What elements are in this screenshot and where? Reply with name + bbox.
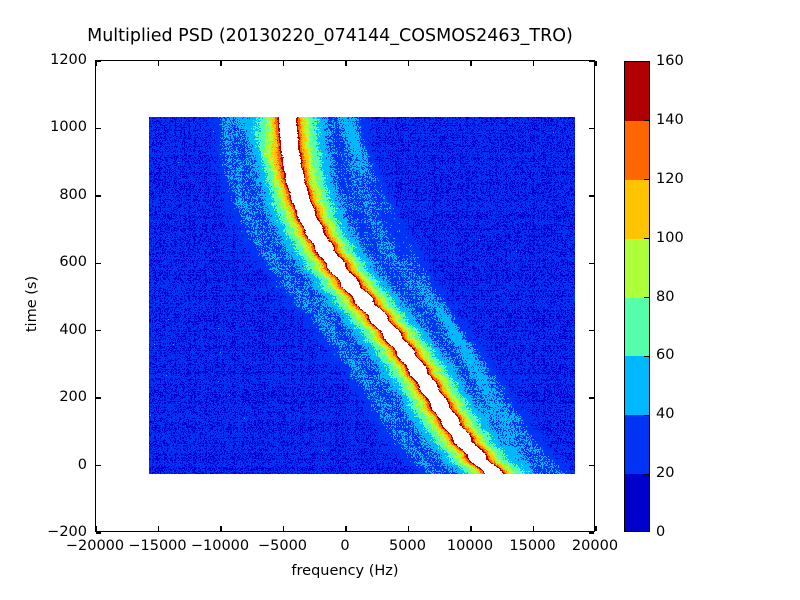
page-title: Multiplied PSD (20130220_074144_COSMOS24…	[87, 26, 573, 46]
y-tick-right	[589, 195, 594, 197]
colorbar-band	[625, 179, 649, 239]
x-tick-top	[220, 61, 222, 66]
y-tick	[96, 195, 101, 197]
colorbar-tick	[644, 296, 649, 299]
y-tick-label: 800	[59, 186, 87, 203]
x-tick	[345, 526, 347, 531]
colorbar-band	[625, 120, 649, 180]
y-tick-right	[589, 262, 594, 264]
colorbar-tick	[644, 414, 649, 416]
spectrogram-image	[149, 117, 575, 474]
x-tick	[407, 526, 410, 531]
x-tick-top	[470, 61, 472, 66]
y-tick-label: 200	[59, 389, 87, 406]
y-tick	[96, 262, 101, 264]
y-tick-right	[589, 532, 594, 534]
colorbar-tick-label: 100	[656, 229, 684, 246]
x-axis-title: frequency (Hz)	[291, 563, 399, 579]
x-tick-label: 15000	[509, 538, 556, 554]
colorbar-band	[625, 62, 649, 121]
spectrogram-canvas	[149, 117, 575, 474]
x-tick	[470, 526, 472, 531]
x-tick-label: −5000	[257, 538, 308, 554]
y-tick	[96, 532, 101, 534]
colorbar-tick-label: 40	[656, 406, 675, 423]
colorbar-band	[625, 415, 649, 475]
colorbar-tick-label: 140	[656, 111, 684, 128]
colorbar-band	[625, 238, 649, 298]
colorbar-tick	[644, 179, 649, 181]
x-tick-top	[532, 61, 535, 66]
y-tick	[96, 397, 101, 399]
y-tick	[96, 127, 101, 130]
y-tick	[96, 330, 101, 332]
colorbar-band	[625, 297, 649, 357]
x-tick-top	[282, 61, 285, 66]
colorbar-band	[625, 356, 649, 416]
y-tick-label: 1000	[50, 119, 87, 136]
x-tick-top	[95, 61, 97, 66]
x-tick-top	[345, 61, 347, 66]
colorbar-tick-label: 60	[656, 347, 675, 364]
x-tick-label: 5000	[389, 538, 426, 554]
x-tick	[157, 526, 160, 531]
y-tick-label: 0	[77, 456, 87, 473]
colorbar-tick-label: 80	[656, 288, 675, 305]
colorbar	[624, 61, 650, 532]
x-tick-top	[595, 61, 597, 66]
colorbar-tick	[644, 473, 649, 475]
x-tick-top	[157, 61, 160, 66]
x-tick-top	[407, 61, 410, 66]
colorbar-tick-label: 160	[656, 53, 684, 69]
colorbar-tick	[644, 355, 649, 357]
x-tick-label: 0	[340, 538, 350, 554]
y-tick-label: −200	[47, 524, 87, 540]
plot-axes	[95, 60, 597, 534]
y-tick-label: 400	[59, 321, 87, 338]
colorbar-tick-label: 20	[656, 465, 675, 482]
y-tick-right	[589, 127, 594, 130]
axes-clip	[96, 61, 594, 531]
colorbar-band	[625, 474, 649, 531]
x-tick	[220, 526, 222, 531]
x-tick	[282, 526, 285, 531]
y-tick-label: 600	[59, 254, 87, 271]
x-tick-label: 10000	[446, 538, 494, 554]
y-tick-right	[589, 397, 594, 399]
y-tick	[96, 464, 101, 467]
x-tick-label: 20000	[571, 538, 619, 554]
colorbar-tick	[644, 120, 649, 122]
y-tick-right	[589, 464, 594, 467]
x-tick-label: −10000	[190, 538, 250, 554]
colorbar-tick	[644, 238, 649, 240]
y-tick-right	[589, 330, 594, 332]
y-tick-right	[589, 60, 594, 62]
y-tick	[96, 60, 101, 62]
x-tick-label: −15000	[128, 538, 187, 554]
y-tick-label: 1200	[50, 52, 87, 68]
colorbar-tick-label: 0	[656, 524, 666, 540]
colorbar-tick-label: 120	[656, 170, 684, 187]
y-axis-title: time (s)	[24, 275, 40, 333]
x-tick	[532, 526, 535, 531]
x-tick	[95, 526, 97, 531]
x-tick	[595, 526, 597, 531]
x-tick-label: −20000	[65, 538, 125, 554]
